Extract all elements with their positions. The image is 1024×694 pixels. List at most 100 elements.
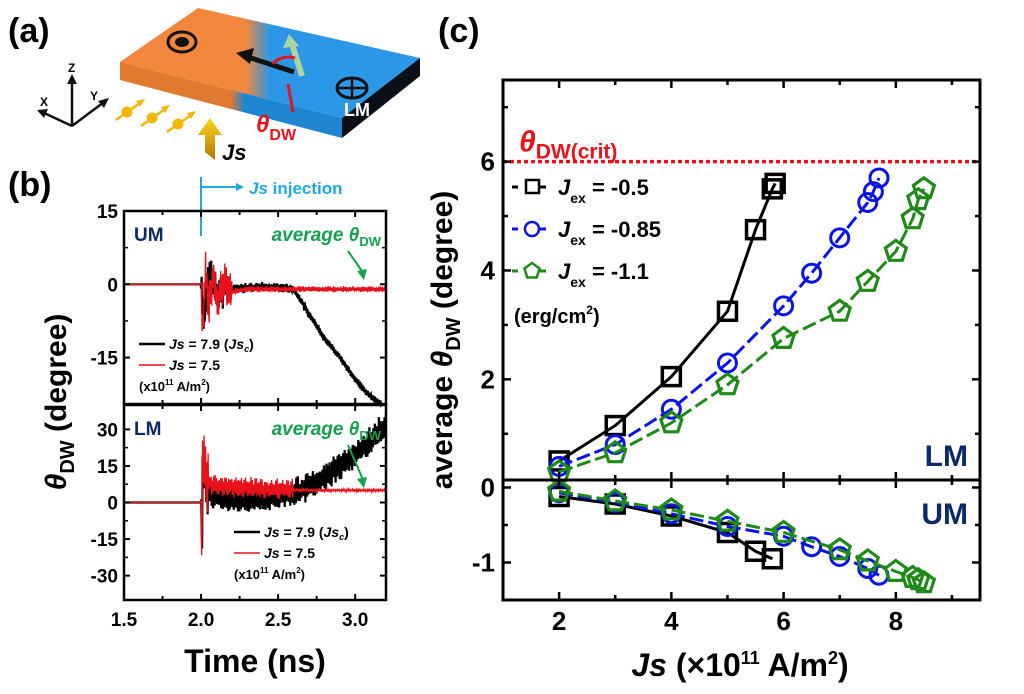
y-tick-label: 30 <box>97 420 118 441</box>
c-plot: θDW(crit) 2 4 6 0 -1 2 4 6 8 LM UM Jex = -0.5 Jex = -… <box>472 78 982 636</box>
spin-current-arrow-icon <box>198 118 222 160</box>
angle-line-icon <box>286 83 295 113</box>
y-tick-label: 0 <box>107 494 118 515</box>
y-tick-label: 15 <box>97 202 119 223</box>
panel-a: (a) <box>8 8 420 165</box>
spin-electrons-icon <box>115 99 196 134</box>
average-theta-annotation: average θDW <box>272 225 382 249</box>
annotation-arrowhead-icon <box>357 269 367 280</box>
x-tick-label: 2.0 <box>188 610 214 631</box>
legend-label-jex-0-85: Jex = -0.85 <box>558 217 661 248</box>
x-tick-label: 8 <box>889 606 903 636</box>
panel-label-c: (c) <box>438 12 480 50</box>
series-line-jex-0-5-lm <box>558 182 777 463</box>
out-of-plane-icon <box>166 30 198 54</box>
y-tick-label: 0 <box>481 473 495 503</box>
data-point-jex-0-85-lm <box>857 191 879 213</box>
data-point-jex-1-1-um <box>771 519 796 544</box>
data-point-jex-1-1-um <box>911 569 937 594</box>
y-tick-label: 6 <box>481 147 495 177</box>
legend-label-js-7-9: Js = 7.9 (Jsc) <box>264 524 349 542</box>
region-label-lm: LM <box>925 440 968 473</box>
coordinate-axes-icon <box>37 74 109 128</box>
panel-label-a: (a) <box>8 12 50 50</box>
js-label: Js <box>222 140 246 165</box>
slab-end <box>342 58 420 138</box>
data-point-jex-1-1-um <box>659 497 684 521</box>
panel-c: (c) average θDW (degree) Js (×1011 A/m2)… <box>426 12 982 683</box>
y-tick-label: -15 <box>91 530 119 551</box>
data-point-jex-0-5-lm <box>716 300 739 323</box>
region-label-um: UM <box>134 225 164 246</box>
series-line-jex-0-85-lm <box>558 177 881 468</box>
b-lower-plot: 30 15 0 -15 -30 1.5 2.0 2.5 3.0 LM average θDW Js =… <box>91 403 388 631</box>
b-x-axis-label: Time (ns) <box>184 643 326 679</box>
data-point-jex-1-1-lm <box>905 186 931 211</box>
threshold-label: θDW(crit) <box>519 126 617 164</box>
data-point-jex-1-1-lm <box>771 325 796 349</box>
data-point-jex-0-5-lm <box>764 172 786 195</box>
injection-label: Js injection <box>249 179 343 198</box>
data-point-jex-0-85-lm <box>801 262 823 284</box>
y-tick-label: 15 <box>97 457 119 478</box>
data-point-jex-1-1-lm <box>827 298 853 322</box>
x-tick-label: 2.5 <box>265 610 292 631</box>
c-x-axis-label: Js (×1011 A/m2) <box>631 647 848 683</box>
series-line-jex-1-1-lm <box>558 188 926 474</box>
region-label-lm: LM <box>134 419 161 440</box>
x-tick-label: 4 <box>664 606 679 636</box>
panel-b: (b) Js injection θDW (degree) Time (ns) … <box>8 166 388 679</box>
y-tick-label: -30 <box>91 567 118 588</box>
y-tick-label: 4 <box>481 255 496 285</box>
data-point-jex-1-1-lm <box>855 268 881 292</box>
y-tick-label: 2 <box>481 364 495 394</box>
axis-label-z: Z <box>68 61 75 75</box>
slab-front <box>120 62 342 138</box>
angle-arc-icon <box>271 55 296 65</box>
dw-moment-arrow-icon <box>236 48 295 75</box>
data-point-jex-1-1-um <box>855 548 881 572</box>
data-point-jex-1-1-um <box>546 478 572 502</box>
data-point-jex-0-5-lm <box>761 178 784 200</box>
legend-marker-jex-1-1 <box>522 261 542 279</box>
data-point-jex-1-1-lm <box>911 175 937 200</box>
b-y-axis-label: θDW (degree) <box>40 314 79 491</box>
b-upper-plot: 15 0 -15 UM average θDW Js = 7.9 (Jsc) Js = 7.… <box>91 202 388 408</box>
legend-unit-label: (erg/cm2) <box>514 303 600 328</box>
data-point-jex-1-1-lm <box>659 409 684 434</box>
into-plane-icon <box>335 76 369 100</box>
series-line-js-7-5 <box>124 251 387 332</box>
legend-label-js-7-9: Js = 7.9 (Jsc) <box>169 336 254 354</box>
data-point-jex-1-1-um <box>715 508 740 532</box>
panel-label-b: (b) <box>8 166 51 204</box>
data-point-jex-0-85-lm <box>773 295 795 317</box>
legend-marker-jex-0-85 <box>523 220 541 238</box>
data-point-jex-0-5-lm <box>660 365 683 388</box>
theta-dw-label: θDW <box>256 111 297 144</box>
legend-unit-label: (x1011 A/m2) <box>234 566 305 582</box>
data-point-jex-0-5-lm <box>744 218 767 241</box>
data-point-jex-1-1-lm <box>883 238 909 262</box>
axis-label-x: X <box>40 95 48 109</box>
legend-unit-label: (x1011 A/m2) <box>139 378 210 394</box>
average-theta-annotation: average θDW <box>272 419 382 443</box>
plot-frame <box>501 78 982 602</box>
data-point-jex-0-85-lm <box>862 181 884 203</box>
c-y-axis-label: average θDW (degree) <box>426 191 465 490</box>
data-point-jex-1-1-um <box>827 536 853 561</box>
data-point-jex-1-1-um <box>883 558 909 583</box>
y-tick-label: -1 <box>472 548 495 578</box>
legend-marker-jex-0-5 <box>524 178 541 195</box>
x-tick-label: 2 <box>552 606 566 636</box>
x-tick-label: 3.0 <box>342 610 368 631</box>
annotation-arrowhead-icon <box>357 477 367 488</box>
data-point-jex-1-1-lm <box>602 439 628 464</box>
lm-region-label: LM <box>344 100 370 120</box>
injection-marker-icon <box>200 177 244 236</box>
y-tick-label: 0 <box>107 275 118 296</box>
data-point-jex-0-85-lm <box>868 167 890 189</box>
data-point-jex-1-1-lm <box>715 371 740 396</box>
axis-label-y: Y <box>90 89 98 103</box>
legend-label-js-7-5: Js = 7.5 <box>169 357 220 373</box>
